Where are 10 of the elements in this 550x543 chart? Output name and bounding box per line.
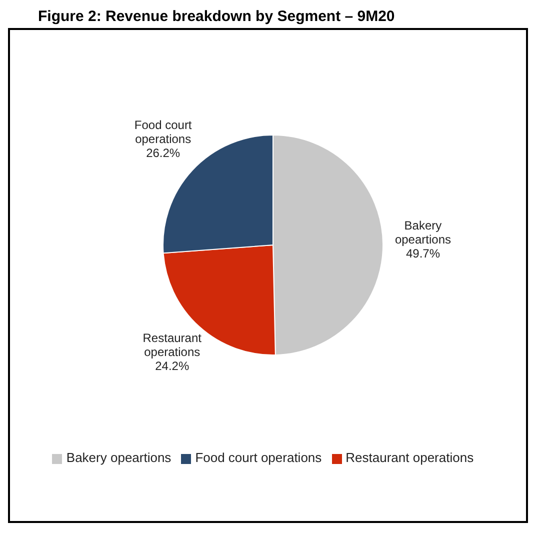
slice-label: Food court operations [134,118,192,146]
data-label: 49.7% [406,246,440,260]
legend-label: Bakery opeartions [66,450,172,465]
legend-label: Restaurant operations [346,450,474,465]
legend-label: Food court operations [195,450,322,465]
data-label: 24.2% [155,359,190,374]
data-label: 26.2% [146,146,180,160]
chart-title: Figure 2: Revenue breakdown by Segment – 9M20 [38,8,396,27]
slice-label: Bakery opeartions [394,218,452,246]
slice-label: Restaurant operations [142,331,202,360]
